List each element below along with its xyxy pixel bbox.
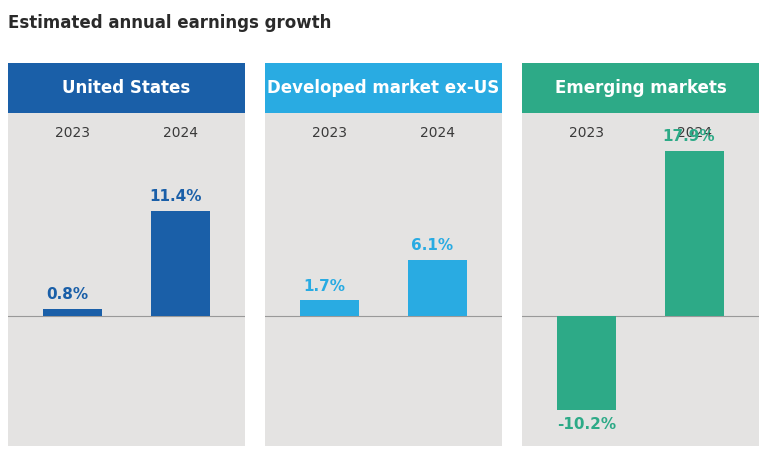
Text: Emerging markets: Emerging markets (555, 79, 726, 97)
Text: 2024: 2024 (677, 126, 712, 140)
Bar (408, 260, 467, 316)
Text: 1.7%: 1.7% (303, 279, 345, 294)
Text: 2023: 2023 (312, 126, 347, 140)
Text: 2024: 2024 (420, 126, 455, 140)
Text: 11.4%: 11.4% (149, 189, 202, 204)
Text: Estimated annual earnings growth: Estimated annual earnings growth (8, 14, 331, 32)
Text: 0.8%: 0.8% (46, 287, 88, 302)
Text: United States: United States (62, 79, 191, 97)
Text: 6.1%: 6.1% (411, 238, 453, 253)
Bar (43, 309, 102, 316)
Text: -10.2%: -10.2% (557, 417, 616, 432)
Bar (151, 211, 210, 316)
Text: 17.9%: 17.9% (663, 129, 716, 144)
Text: 2023: 2023 (55, 126, 90, 140)
Text: 2024: 2024 (163, 126, 198, 140)
Bar (557, 316, 616, 410)
Text: Developed market ex-US: Developed market ex-US (268, 79, 499, 97)
Text: 2023: 2023 (569, 126, 604, 140)
Bar (665, 151, 724, 316)
Bar (300, 300, 359, 316)
